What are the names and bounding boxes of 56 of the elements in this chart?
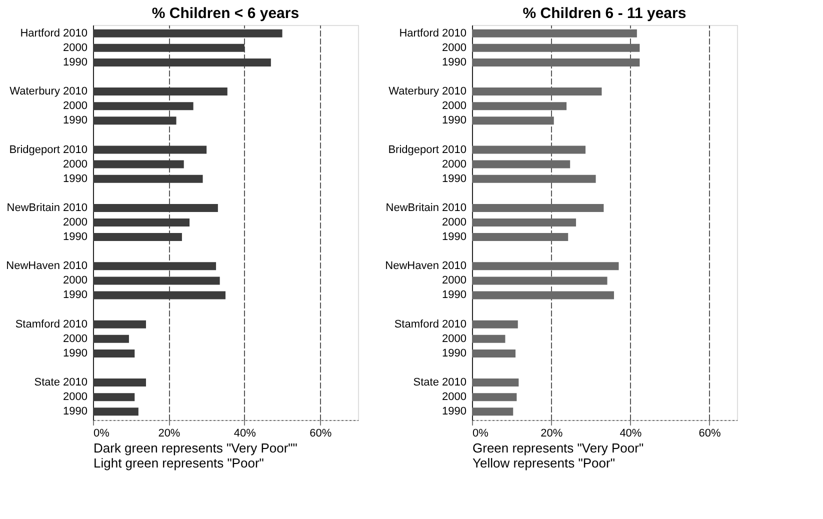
- text: Light green represents "Poor": [94, 456, 264, 470]
- y-tick-label: State 2010: [413, 376, 466, 389]
- y-tick-label: Waterbury 2010: [10, 86, 88, 98]
- y-tick-label: 1990: [63, 231, 88, 244]
- x-tick-label: 40%: [620, 428, 642, 440]
- y-tick-label: 2000: [442, 332, 466, 345]
- y-tick-label: NewHaven 2010: [6, 260, 88, 272]
- y-tick-label: 2000: [442, 42, 466, 54]
- y-tick-label: NewHaven 2010: [385, 260, 466, 272]
- y-tick-label: Stamford 2010: [15, 318, 88, 330]
- y-tick-label: 2000: [63, 42, 88, 54]
- y-tick-label: Bridgeport 2010: [9, 144, 88, 156]
- y-tick-label: 1990: [63, 289, 88, 302]
- y-tick-label: 1990: [63, 347, 88, 360]
- y-tick-label: 2000: [63, 100, 88, 112]
- y-tick-label: 2000: [63, 216, 88, 228]
- y-tick-label: Stamford 2010: [394, 318, 466, 330]
- x-tick-label: 60%: [698, 428, 722, 440]
- y-tick-label: 2000: [442, 158, 466, 170]
- text: Yellow represents "Poor": [472, 456, 616, 470]
- y-tick-label: Hartford 2010: [20, 27, 88, 40]
- y-tick-label: 2000: [63, 158, 88, 170]
- x-tick-label: 20%: [158, 428, 180, 440]
- y-tick-label: 1990: [63, 56, 88, 68]
- x-tick-label: 20%: [540, 428, 563, 440]
- y-tick-label: 1990: [442, 114, 466, 127]
- y-tick-label: Waterbury 2010: [388, 86, 466, 98]
- y-tick-label: 1990: [442, 406, 466, 418]
- y-tick-label: 2000: [442, 274, 466, 287]
- x-tick-label: 40%: [234, 428, 256, 440]
- y-tick-label: 1990: [442, 231, 466, 244]
- y-tick-label: Bridgeport 2010: [388, 144, 466, 156]
- y-tick-label: 1990: [442, 56, 466, 68]
- text: Dark green represents "Very Poor"": [94, 440, 298, 456]
- y-tick-label: 1990: [63, 406, 88, 418]
- y-tick-label: 2000: [442, 391, 466, 404]
- text: Green represents "Very Poor": [472, 440, 644, 456]
- y-tick-label: 1990: [442, 172, 466, 185]
- y-tick-label: 2000: [63, 332, 88, 345]
- x-tick-label: 0%: [472, 428, 489, 440]
- y-tick-label: 1990: [63, 114, 88, 127]
- y-tick-label: 1990: [442, 289, 466, 302]
- chart-title: % Children < 6 years: [152, 5, 300, 22]
- chart-title: % Children 6 - 11 years: [522, 5, 686, 22]
- y-tick-label: 1990: [442, 347, 466, 360]
- y-tick-label: 2000: [442, 100, 466, 112]
- y-tick-label: 2000: [63, 391, 88, 404]
- y-tick-label: Hartford 2010: [399, 27, 466, 40]
- x-tick-label: 60%: [310, 428, 332, 440]
- x-tick-label: 0%: [94, 428, 110, 440]
- y-tick-label: NewBritain 2010: [386, 202, 466, 214]
- y-tick-label: 2000: [63, 274, 88, 287]
- y-tick-label: 2000: [442, 216, 466, 228]
- y-tick-label: NewBritain 2010: [6, 202, 88, 214]
- y-tick-label: 1990: [63, 172, 88, 185]
- y-tick-label: State 2010: [34, 376, 88, 389]
